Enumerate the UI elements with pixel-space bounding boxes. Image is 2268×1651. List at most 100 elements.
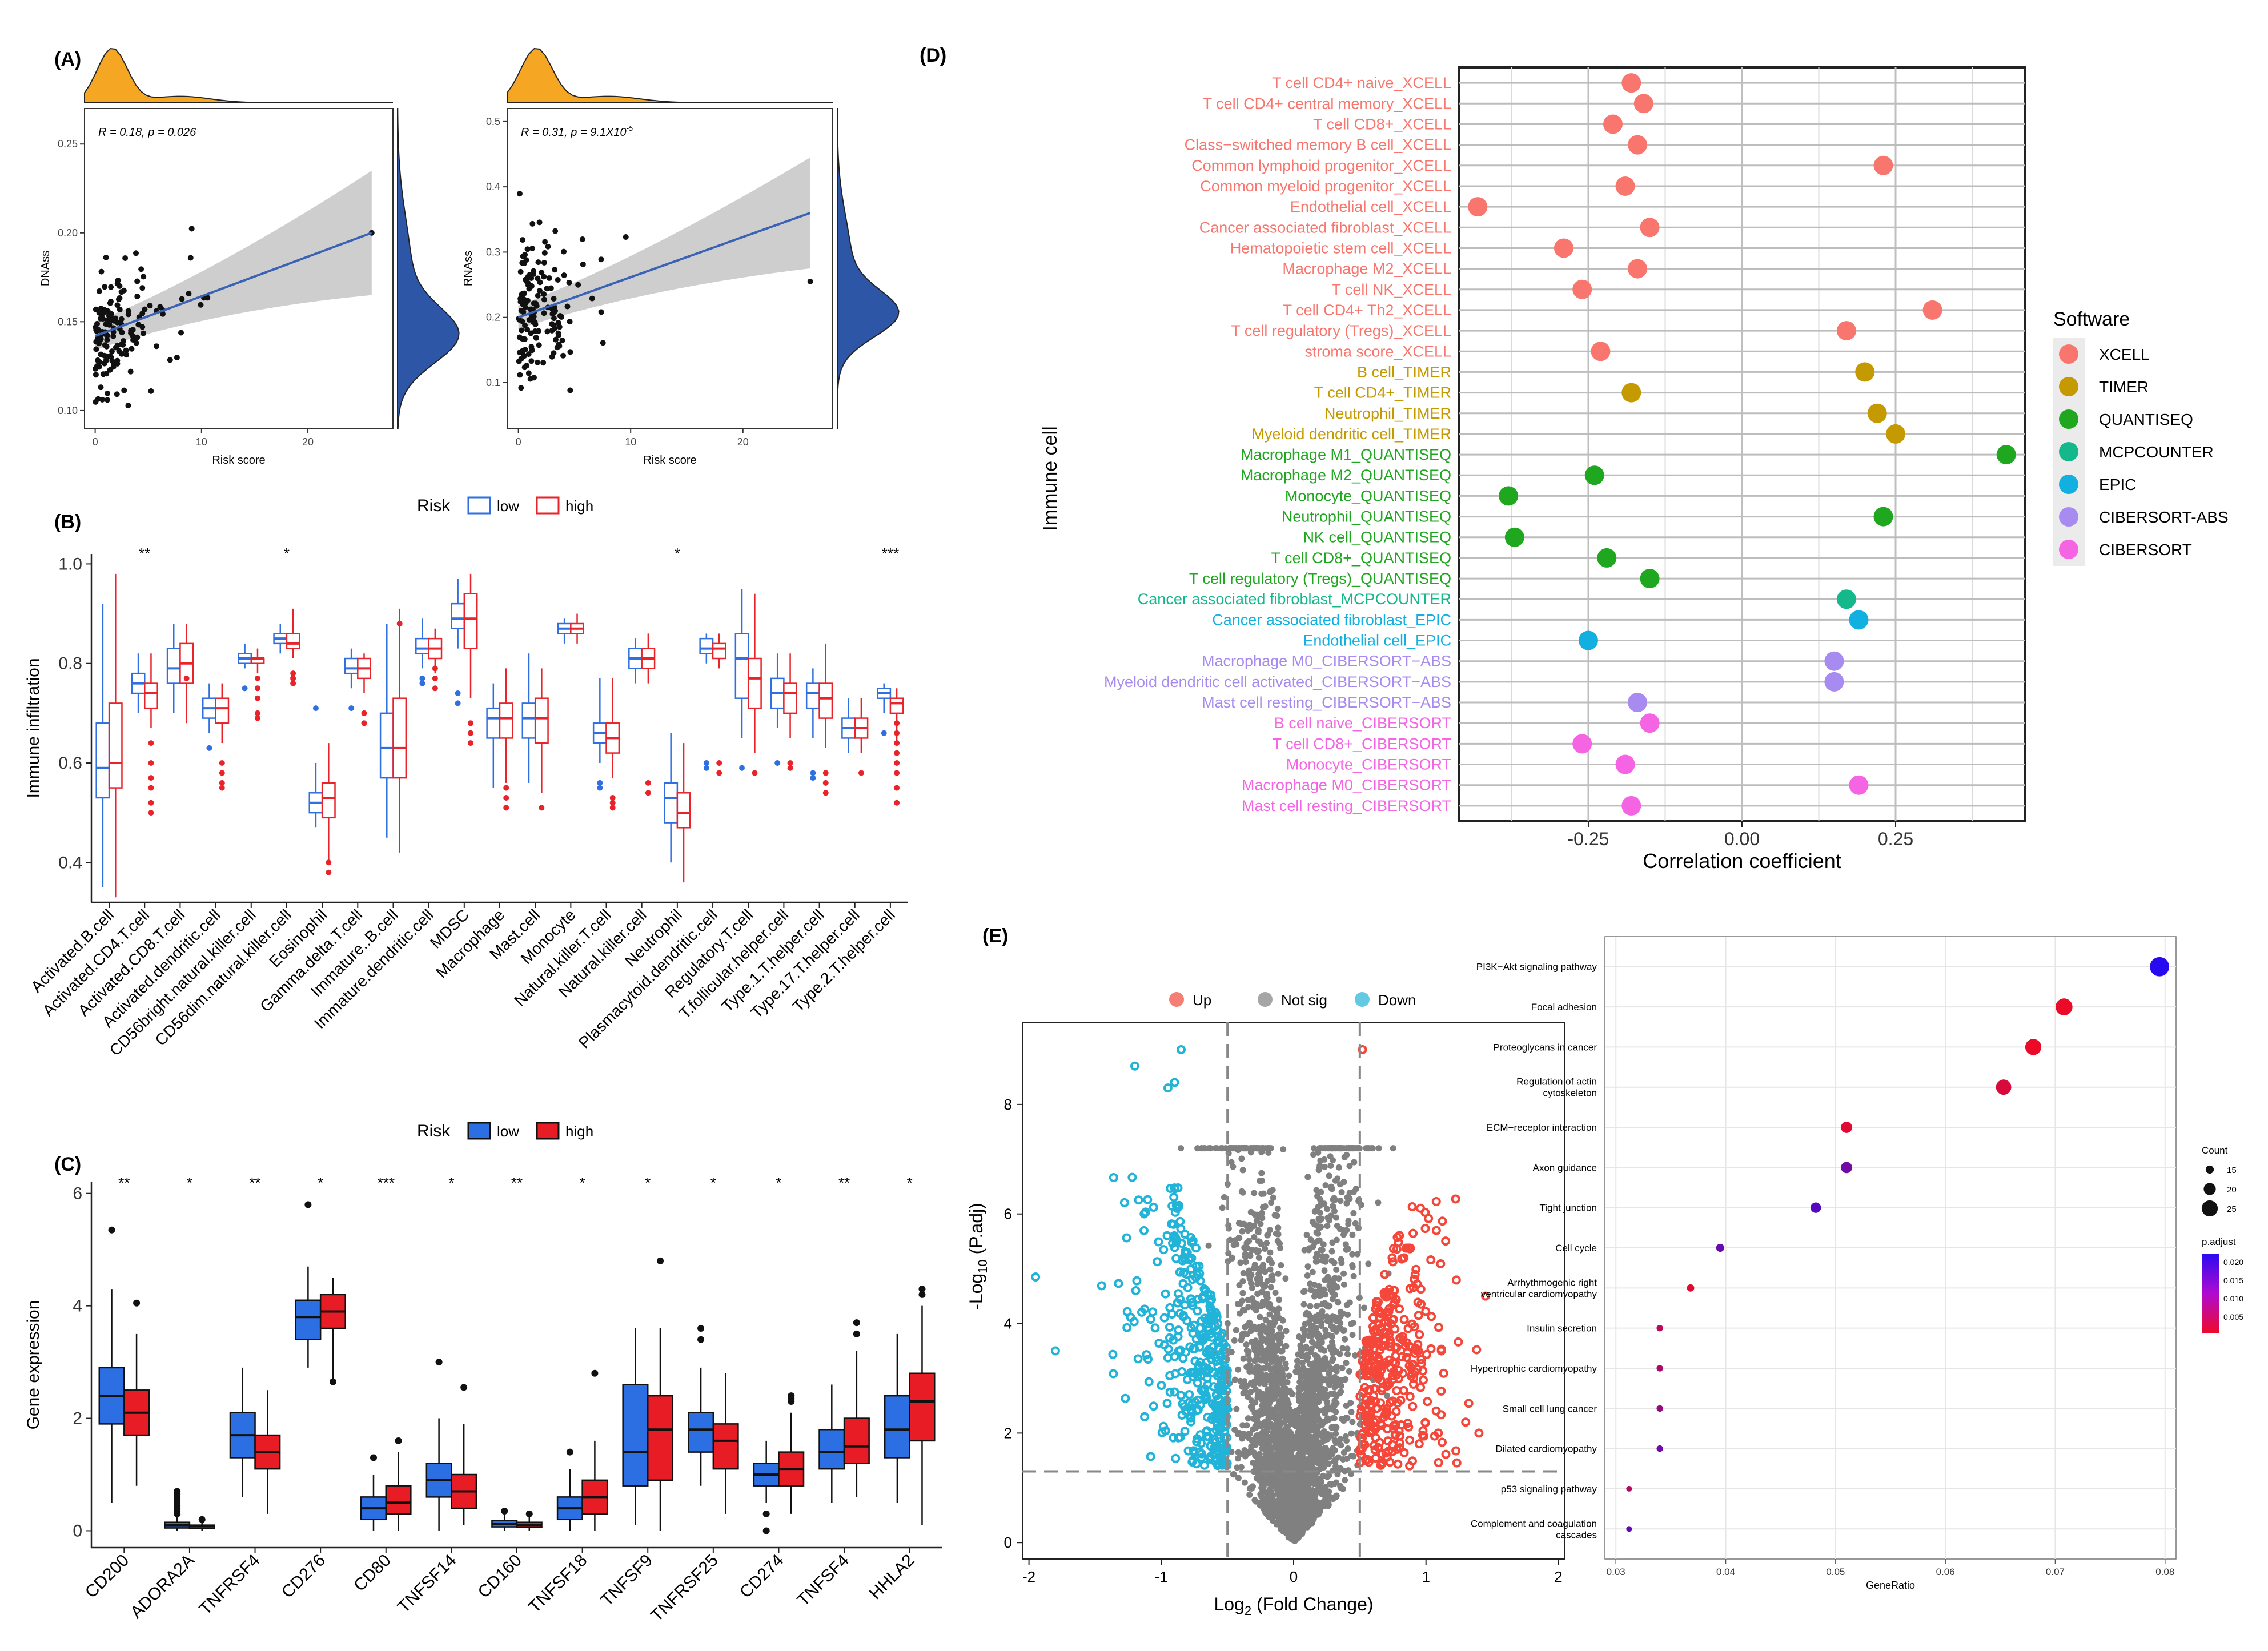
volcano-point [1259,1365,1266,1372]
volcano-point [1342,1477,1348,1484]
volcano-point [1114,1279,1123,1288]
immune-cell-label: NK cell_QUANTISEQ [1303,529,1451,546]
volcano-point [1187,1238,1197,1247]
volcano-point [1031,1272,1041,1282]
volcano-point [1269,1406,1275,1413]
box [889,697,904,714]
x-tick-label: CD80 [350,1551,395,1596]
volcano-point [1323,1455,1330,1462]
y-tick-label: 4 [1004,1315,1012,1332]
volcano-point [1377,1385,1387,1395]
volcano-point [1366,1396,1375,1405]
volcano-point [1307,1322,1314,1329]
volcano-point [1132,1276,1142,1286]
volcano-point [1320,1241,1327,1248]
outlier [645,780,651,786]
volcano-point [1261,1381,1268,1388]
pathway-label-line: cascades [1556,1529,1597,1540]
volcano-point [1264,1232,1271,1239]
volcano-point [1344,1351,1351,1357]
volcano-point [1273,1468,1280,1475]
data-point [544,286,550,292]
volcano-point [1314,1380,1320,1387]
volcano-point [1251,1190,1258,1196]
enrichment-point [1656,1445,1663,1452]
volcano-point [1259,1215,1266,1222]
y-tick-label: 6 [73,1184,82,1203]
data-point [555,332,561,338]
volcano-point [1230,1471,1237,1478]
volcano-point [1288,1481,1295,1488]
box [805,682,820,709]
outlier [503,805,509,811]
volcano-point [1352,1352,1359,1359]
outlier [703,765,709,771]
volcano-point [1322,1484,1329,1491]
volcano-point [1363,1145,1370,1152]
volcano-point [1238,1220,1245,1227]
volcano-point [1339,1345,1346,1352]
data-point [108,284,114,290]
data-point [546,275,552,281]
x-tick-label: 0.07 [2046,1566,2065,1577]
outlier [326,869,332,875]
volcano-point [1249,1247,1255,1254]
volcano-point [1254,1291,1261,1297]
volcano-point [1159,1421,1169,1431]
volcano-point [1274,1238,1281,1244]
data-point [134,293,141,299]
data-point [516,191,523,197]
data-point [525,274,531,280]
y-tick-label: 0.6 [58,754,82,773]
volcano-point [1266,1188,1273,1195]
data-point [139,324,146,330]
outlier [219,770,225,776]
volcano-point [1294,1357,1300,1364]
outlier [290,675,296,681]
outlier [329,1378,336,1385]
p-value: p = 9.1X10 [570,126,626,139]
volcano-point [1165,1387,1175,1397]
volcano-point [1279,1400,1286,1407]
volcano-point [1261,1419,1268,1426]
volcano-point [1240,1355,1247,1362]
volcano-point [1203,1380,1213,1389]
volcano-point [1388,1315,1398,1324]
legend-key-high [536,1122,560,1140]
volcano-point [1206,1290,1215,1300]
volcano-point [1218,1444,1227,1454]
volcano-point [1365,1260,1372,1267]
x-tick-label: CD160 [475,1551,525,1602]
data-point [549,327,555,334]
volcano-point [1408,1401,1418,1411]
legend-label: CIBERSORT-ABS [2099,508,2229,526]
volcano-point [1281,1479,1288,1486]
volcano-point [1334,1175,1341,1182]
data-point [519,294,525,300]
correlation-point [1499,486,1519,506]
volcano-point [1367,1400,1377,1409]
volcano-point [1237,1301,1243,1308]
legend-title: Software [2053,308,2130,330]
volcano-point [1328,1432,1335,1439]
x-tick-label: 2 [1554,1568,1562,1585]
x-tick-label: 0.05 [1826,1566,1845,1577]
volcano-point [1328,1248,1335,1255]
volcano-point [1259,1391,1266,1397]
data-point [117,283,123,289]
x-tick-label: TNFSF4 [794,1551,853,1610]
correlation-point [1849,775,1869,795]
volcano-point [1189,1446,1198,1456]
correlation-point [1584,465,1604,485]
volcano-point [1240,1270,1247,1276]
volcano-point [1189,1344,1198,1353]
box [676,792,691,829]
volcano-point [1349,1231,1356,1238]
volcano-point [1407,1319,1417,1329]
volcano-point [1243,1244,1250,1251]
volcano-point [1322,1410,1328,1417]
x-tick-label: 20 [302,436,314,448]
volcano-point [1250,1468,1257,1475]
volcano-point [1302,1384,1309,1391]
volcano-point [1257,1491,1264,1497]
